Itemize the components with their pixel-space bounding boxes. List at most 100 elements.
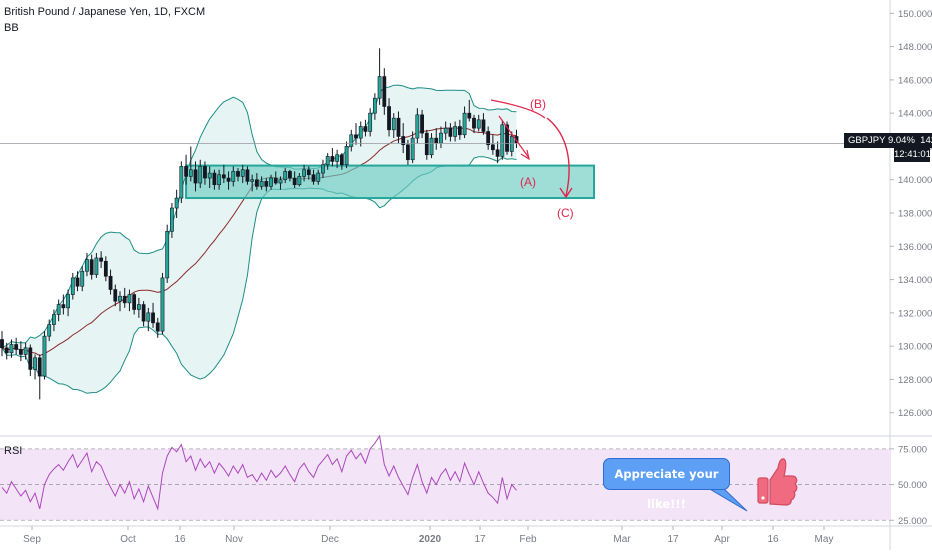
candle-body-down [113,289,118,302]
indicator-label-bb[interactable]: BB [4,22,19,34]
candle [396,111,401,144]
candle [122,287,127,308]
price-axis-label: 126.000 [898,408,932,419]
candle-body-up [476,119,481,129]
candle-body-up [297,176,302,186]
candle [207,166,212,189]
candle-body-down [108,275,113,290]
candle [33,354,37,380]
candle [273,171,278,185]
candle [325,153,330,170]
candle-body-down [236,171,240,177]
candle [292,171,297,189]
candle [306,166,311,180]
candle [339,153,344,170]
candle [509,131,514,157]
candle [108,269,113,295]
candle-body-up [335,154,340,162]
candle [401,123,406,154]
candle-body-up [283,171,288,181]
candle [500,119,505,160]
candle-body-up [160,277,165,332]
candle-body-down [37,357,42,377]
indicator-label-rsi[interactable]: RSI [4,445,23,457]
candle-body-up [269,177,273,187]
rsi-line [1,434,517,511]
candle-body-up [9,344,14,354]
candle-body-down [387,106,391,131]
candle [311,169,316,185]
candle-body-down [339,154,344,166]
time-axis-label: 17 [474,534,486,545]
candle-body-up [372,97,377,114]
symbol-change: GBPJPY 9.04% [848,135,915,146]
rsi-axis-label: 50.000 [898,480,927,491]
candle [113,284,118,307]
last-price-tag: GBPJPY 9.04% 142.186 [844,133,932,148]
candle-body-up [358,126,363,139]
candle [443,121,448,140]
candle-body-up [170,207,174,232]
candle [236,168,240,182]
price-axis-label: 128.000 [898,375,932,386]
candle-body-up [165,231,170,279]
candle [387,98,391,137]
candle-body-up [316,172,321,182]
candle [495,141,500,164]
candle-body-up [118,295,122,302]
candle-body-up [33,357,37,370]
candle-body-down [151,312,155,324]
bb-fill [2,85,517,394]
candle [415,108,420,144]
candle [203,161,207,185]
candle [184,154,188,185]
candle [118,291,122,312]
candle-body-up [127,294,132,304]
candle-body-up [391,117,396,131]
candle-body-up [23,347,28,355]
candle [462,106,467,139]
candle-body-up [439,132,443,144]
last-price-value: 142.186 [920,135,932,146]
candle [457,119,462,140]
candle-body-down [363,126,368,132]
price-axis-label: 138.000 [898,209,932,220]
candle-body-down [288,171,292,179]
candle [103,256,108,282]
price-axis-label: 130.000 [898,342,932,353]
candle-body-down [467,112,472,119]
candle [278,176,283,190]
candle [368,108,373,137]
candle-body-down [122,295,127,304]
candle-body-down [254,179,259,187]
candle-body-down [18,349,23,355]
candle [259,176,264,190]
candle-body-down [406,144,410,161]
candle-body-up [42,335,47,377]
candle [0,331,4,357]
wave-leg-a [498,115,530,159]
candle-body-up [66,294,70,309]
candle [66,289,70,317]
candle-body-up [500,124,505,157]
candle [330,148,335,167]
time-axis-label: Nov [225,534,243,545]
candle-body-down [311,174,316,182]
candle-body-up [415,114,420,139]
candle-body-down [89,259,94,275]
candle [363,119,368,137]
candle [132,292,137,315]
candle [85,252,89,277]
price-axis-label: 150.000 [898,9,932,20]
candle-body-up [217,174,222,186]
candle [344,141,349,169]
candle-body-down [354,134,358,139]
wave-arc-c [546,117,570,197]
candle-body-down [245,169,250,182]
candle-body-down [184,166,188,177]
candle-body-up [325,156,330,166]
time-axis-label: Apr [714,534,730,545]
candle [14,337,19,355]
bb-upper-band [1,84,517,349]
